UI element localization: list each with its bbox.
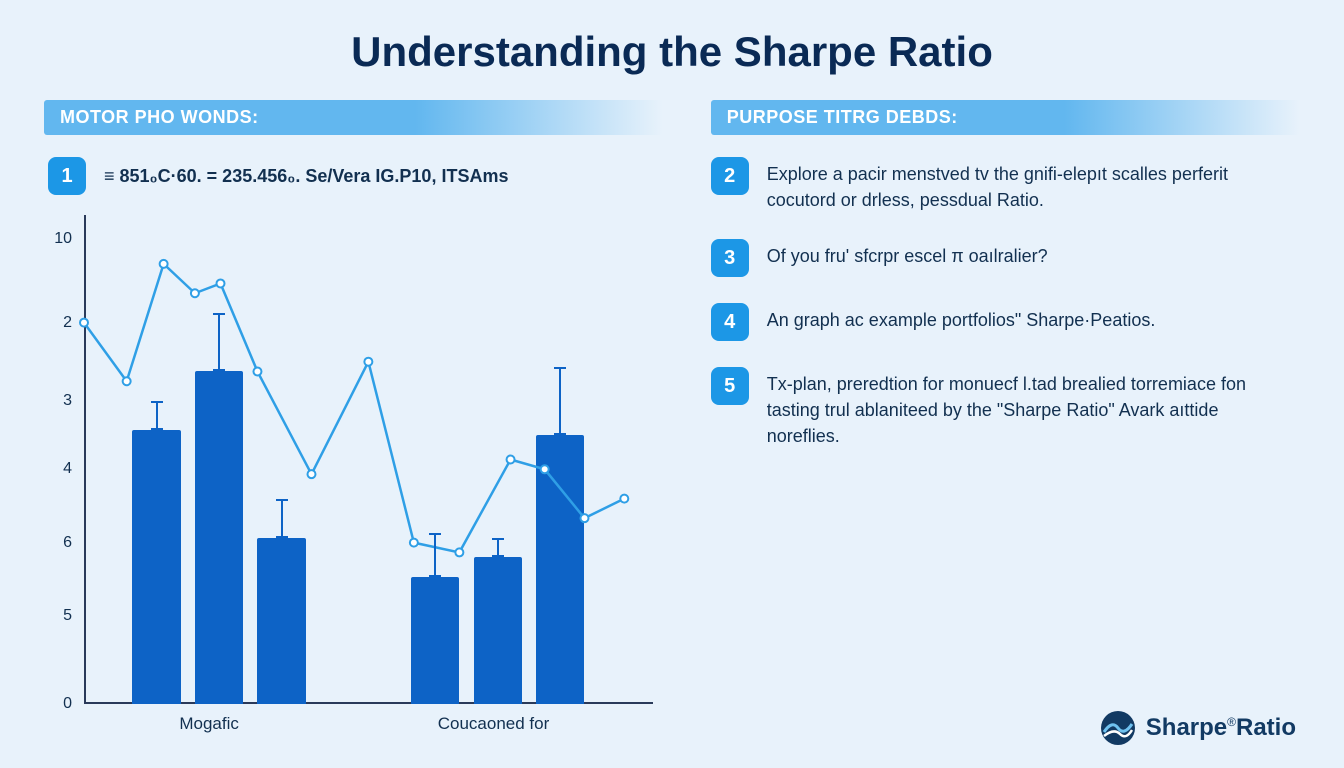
right-section-header: PURPOSE TITRG DEBDS:	[711, 100, 1300, 135]
line-marker	[364, 358, 372, 366]
y-tick-label: 6	[63, 534, 72, 552]
y-tick-label: 4	[63, 460, 72, 478]
brand-logo-icon	[1100, 710, 1136, 746]
x-tick-label: Mogafic	[179, 714, 239, 734]
badge-5: 5	[711, 367, 749, 405]
error-bar	[156, 401, 158, 430]
bullet-item: 2 Explore a pacir menstved tv the gnifi-e…	[711, 157, 1290, 213]
line-marker	[123, 377, 131, 385]
x-tick-label: Coucaoned for	[438, 714, 550, 734]
error-bar	[559, 367, 561, 435]
error-bar	[218, 313, 220, 372]
badge-2: 2	[711, 157, 749, 195]
bullet-text: An graph ac example portfolios" Sharpe·P…	[767, 303, 1156, 333]
brand-text: Sharpe®Ratio	[1146, 714, 1296, 742]
bullet-text: Explore a pacir menstved tv the gnifi-el…	[767, 157, 1290, 213]
badge-4: 4	[711, 303, 749, 341]
line-marker	[580, 514, 588, 522]
error-bar	[497, 538, 499, 558]
trend-line	[84, 264, 624, 553]
line-marker	[216, 279, 224, 287]
line-layer	[84, 215, 653, 704]
bullet-text: Tx-plan, preredtion for monuecf l.tad br…	[767, 367, 1290, 449]
y-tick-label: 0	[63, 695, 72, 713]
page: Understanding the Sharpe Ratio MOTOR PHO…	[0, 0, 1344, 768]
line-marker	[307, 470, 315, 478]
error-bar	[434, 533, 436, 577]
y-tick-label: 3	[63, 392, 72, 410]
chart-area	[84, 215, 653, 704]
x-axis-labels: Mogafic Coucaoned for	[84, 708, 653, 748]
bullet-item: 5 Tx-plan, preredtion for monuecf l.tad b…	[711, 367, 1290, 449]
bullet-item: 3 Of you fru' sfcrpr escel π oaılralier?	[711, 239, 1290, 277]
bullet-item: 4 An graph ac example portfolios" Sharpe·…	[711, 303, 1290, 341]
page-title: Understanding the Sharpe Ratio	[44, 28, 1300, 76]
line-marker	[620, 495, 628, 503]
line-marker	[160, 260, 168, 268]
line-marker	[80, 319, 88, 327]
brand-footer: Sharpe®Ratio	[1100, 710, 1296, 746]
bullet-list: 2 Explore a pacir menstved tv the gnifi-e…	[711, 157, 1300, 449]
line-marker	[191, 289, 199, 297]
line-marker	[410, 539, 418, 547]
line-marker	[541, 465, 549, 473]
badge-1: 1	[48, 157, 86, 195]
y-tick-label: 2	[63, 314, 72, 332]
formula-text: ≡ 851₀C·60. = 235.456₀. Se/Vera IG.P10, …	[104, 166, 508, 187]
y-axis-labels: 05643210	[44, 215, 78, 704]
left-column: MOTOR PHO WONDS: 1 ≡ 851₀C·60. = 235.456…	[44, 100, 663, 748]
formula-row: 1 ≡ 851₀C·60. = 235.456₀. Se/Vera IG.P10…	[44, 157, 663, 195]
chart: 0 5 6 4 3 2 10 Mogafic Coucaoned for	[44, 215, 663, 748]
columns: MOTOR PHO WONDS: 1 ≡ 851₀C·60. = 235.456…	[44, 100, 1300, 748]
badge-3: 3	[711, 239, 749, 277]
brand-name: Sharpe	[1146, 714, 1227, 741]
y-tick-label: 10	[54, 230, 72, 248]
line-marker	[253, 367, 261, 375]
brand-suffix: Ratio	[1236, 714, 1296, 741]
error-bar	[281, 499, 283, 538]
bullet-text: Of you fru' sfcrpr escel π oaılralier?	[767, 239, 1048, 269]
y-tick-label: 5	[63, 607, 72, 625]
right-column: PURPOSE TITRG DEBDS: 2 Explore a pacir me…	[711, 100, 1300, 748]
left-section-header: MOTOR PHO WONDS:	[44, 100, 663, 135]
line-marker	[455, 548, 463, 556]
line-marker	[507, 456, 515, 464]
